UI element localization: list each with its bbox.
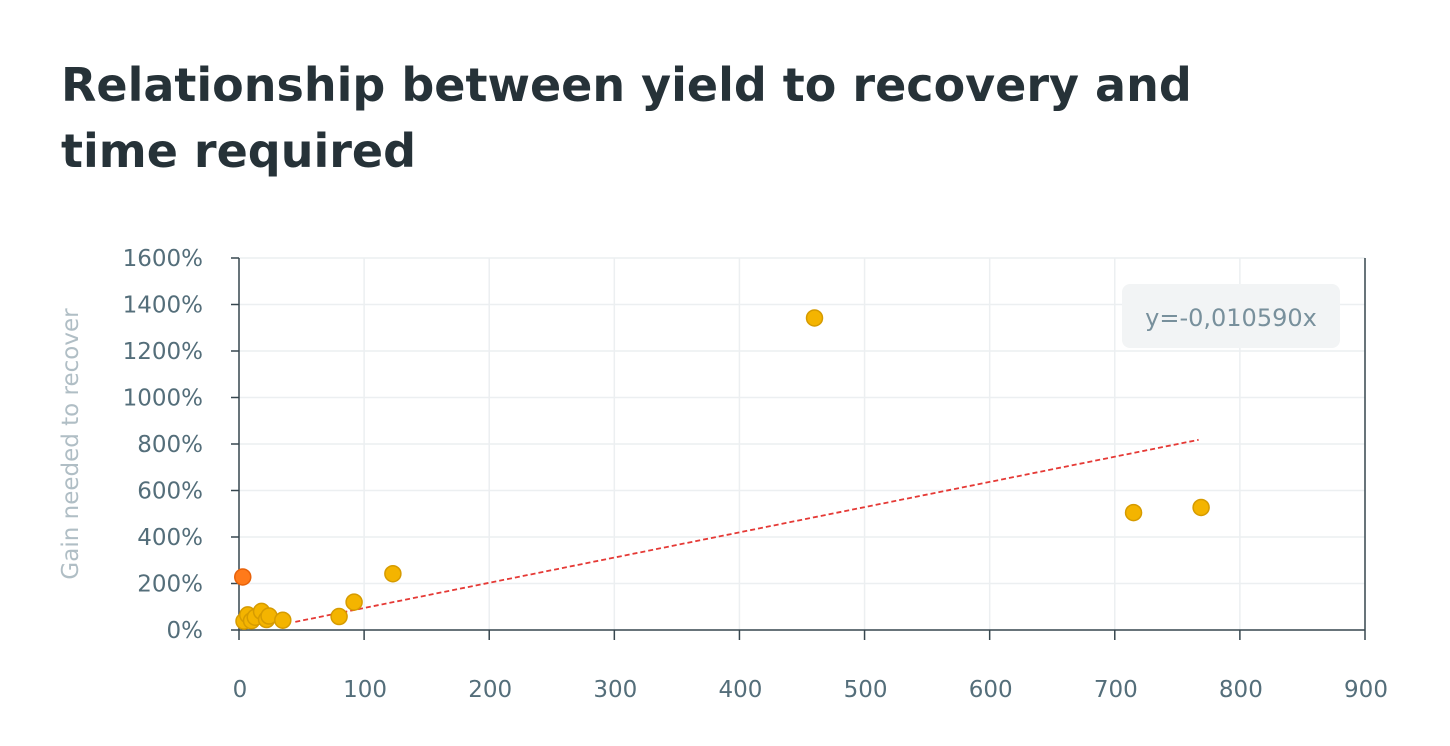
data-point[interactable]: [1124, 503, 1143, 522]
annotation-box: [1122, 284, 1340, 348]
y-tick-label: 600%: [137, 479, 203, 505]
x-tick-label: 400: [718, 677, 762, 703]
data-point[interactable]: [345, 593, 363, 611]
data-point[interactable]: [805, 309, 824, 327]
y-tick-label: 400%: [137, 525, 203, 551]
x-tick-label: 500: [844, 677, 888, 703]
axes: [231, 257, 1366, 640]
trendline-equation: y=-0,010590x: [1145, 304, 1317, 332]
data-point[interactable]: [384, 564, 402, 583]
trendline-annotation: y=-0,010590x: [1122, 284, 1340, 348]
x-tick-label: 800: [1219, 677, 1263, 703]
x-tick-label: 300: [593, 677, 637, 703]
y-tick-label: 1000%: [123, 386, 203, 412]
x-tick-label: 600: [969, 677, 1013, 703]
data-point[interactable]: [1192, 498, 1210, 517]
x-tick-label: 900: [1344, 677, 1388, 703]
x-tick-label: 700: [1094, 677, 1138, 703]
y-tick-label: 1200%: [123, 339, 203, 365]
data-points: [234, 309, 1210, 630]
x-tick-label: 200: [468, 677, 512, 703]
y-axis-label: Gain needed to recover: [58, 308, 84, 580]
y-tick-label: 0%: [167, 618, 204, 644]
trendline-path: [295, 438, 1199, 623]
trendline: [295, 438, 1199, 623]
y-tick-label: 800%: [137, 432, 203, 458]
y-tick-label: 200%: [137, 572, 203, 598]
data-point[interactable]: [274, 611, 292, 629]
chart-title: Relationship between yield to recovery a…: [61, 58, 1192, 178]
y-tick-label: 1400%: [123, 293, 203, 319]
x-tick-label: 100: [343, 677, 387, 703]
data-point[interactable]: [330, 607, 348, 626]
x-tick-label: 0: [233, 677, 248, 703]
tick-labels: 0% 200% 400% 600% 800% 1000% 1200% 1400% 1600% 0 1…: [123, 246, 1388, 703]
data-point[interactable]: [234, 568, 252, 586]
y-tick-label: 1600%: [123, 246, 203, 272]
